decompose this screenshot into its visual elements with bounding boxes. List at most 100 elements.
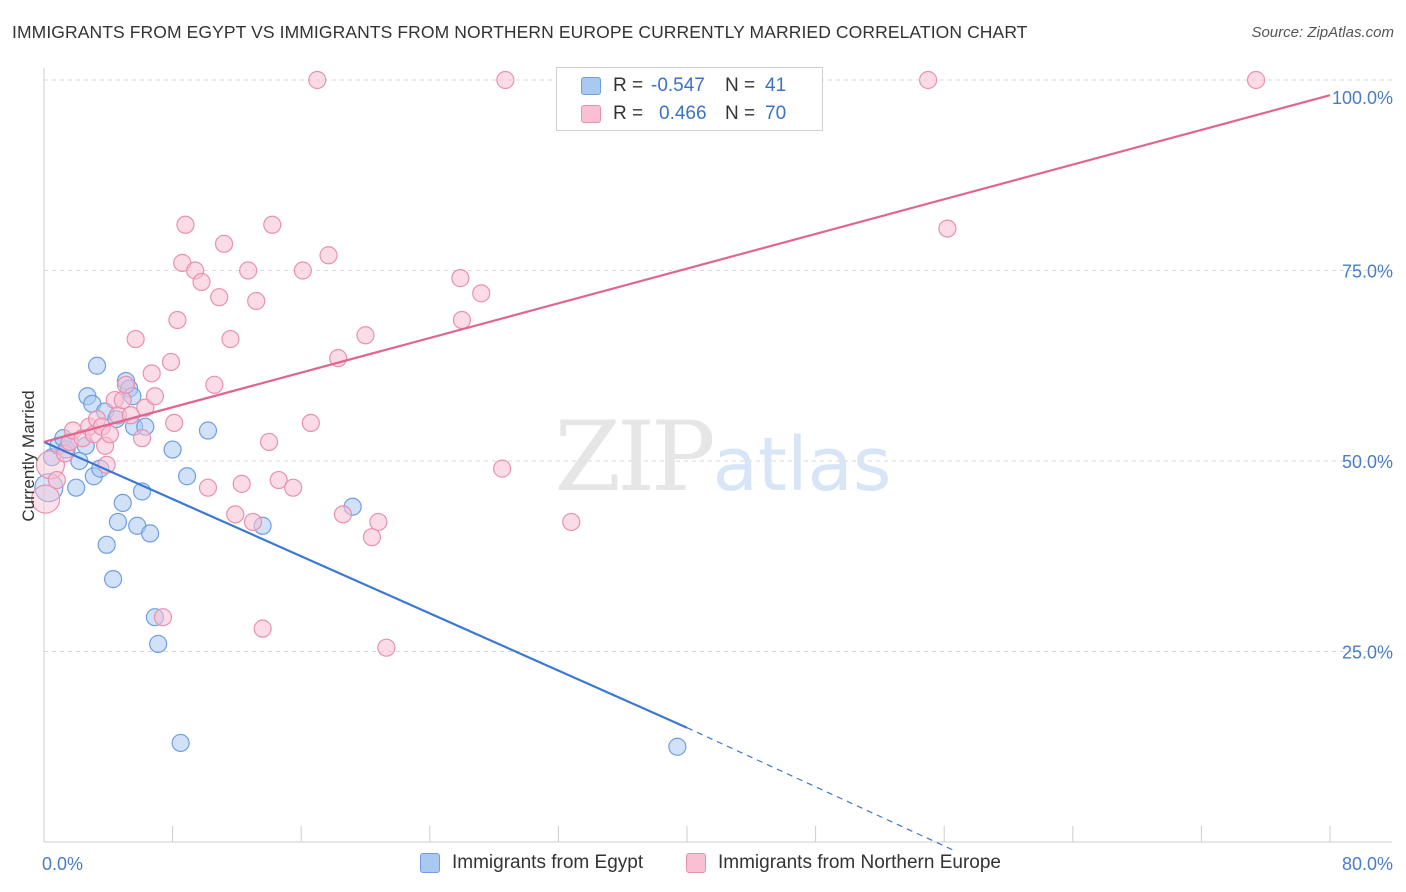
data-point	[97, 535, 116, 554]
data-point	[100, 425, 120, 444]
data-point	[259, 432, 279, 452]
data-point	[362, 528, 382, 547]
data-point	[108, 512, 128, 532]
data-point	[113, 390, 132, 410]
data-point	[452, 310, 472, 330]
data-point	[113, 493, 132, 513]
data-point	[145, 387, 165, 406]
data-point	[132, 429, 152, 448]
data-point	[153, 608, 173, 627]
y-tick-label: 75.0%	[1342, 262, 1393, 282]
legend-r-value: -0.547	[651, 75, 705, 96]
data-point	[668, 737, 687, 756]
data-point	[301, 413, 320, 432]
series-label-northern-europe: Immigrants from Northern Europe	[718, 852, 1001, 873]
data-point	[269, 470, 288, 490]
data-point	[369, 512, 388, 532]
legend-swatch-northern-europe	[581, 105, 601, 123]
data-point	[919, 70, 938, 90]
legend-n-value: 70	[765, 103, 787, 124]
trend-line-extension	[686, 727, 953, 851]
x-tick-label: 80.0%	[1342, 854, 1393, 874]
trend-lines	[43, 94, 1331, 851]
legend-n-value: 41	[765, 75, 787, 96]
data-point	[333, 505, 353, 524]
legend-n-label: N =	[725, 103, 756, 124]
y-tick-label: 100.0%	[1332, 88, 1393, 108]
watermark-atlas: atlas	[713, 422, 892, 508]
series-legend: Immigrants from Egypt Immigrants from No…	[0, 850, 1406, 880]
data-point	[451, 269, 470, 288]
data-point	[165, 413, 184, 432]
data-point	[472, 284, 491, 303]
data-point	[938, 219, 957, 238]
data-point	[1246, 70, 1266, 90]
watermark-zip: ZIP	[554, 401, 713, 513]
data-point	[247, 291, 266, 311]
data-point	[243, 512, 263, 532]
legend-row-northern-europe: R = 0.466 N = 70	[581, 101, 786, 127]
data-point	[214, 234, 234, 253]
data-point	[377, 638, 396, 657]
data-point	[263, 215, 282, 234]
data-point	[319, 246, 338, 265]
trend-line	[43, 94, 1331, 444]
y-tick-label: 50.0%	[1342, 452, 1393, 472]
legend-r-label: R =	[613, 103, 644, 124]
data-point	[116, 375, 136, 394]
data-points	[31, 70, 1266, 756]
series-swatch-northern-europe	[686, 853, 706, 873]
data-point	[226, 505, 245, 524]
series-swatch-egypt	[420, 853, 440, 873]
data-point	[253, 619, 272, 638]
legend-n-label: N =	[725, 75, 756, 96]
data-point	[308, 70, 327, 90]
data-point	[47, 470, 66, 490]
data-point	[562, 512, 581, 532]
grid-lines	[44, 79, 1392, 652]
y-axis-label: Currently Married	[19, 390, 38, 521]
data-point	[87, 356, 107, 375]
data-point	[239, 261, 258, 280]
y-tick-label: 25.0%	[1342, 643, 1393, 663]
data-point	[171, 733, 190, 753]
legend-r-value: 0.466	[659, 103, 707, 124]
data-point	[142, 364, 161, 383]
data-point	[67, 478, 86, 497]
data-point	[104, 570, 123, 589]
series-label-egypt: Immigrants from Egypt	[452, 852, 644, 873]
data-point	[31, 484, 61, 514]
data-point	[126, 329, 145, 349]
data-point	[168, 310, 187, 330]
data-point	[496, 70, 515, 90]
chart-title: IMMIGRANTS FROM EGYPT VS IMMIGRANTS FROM…	[12, 22, 1028, 42]
source-credit: Source: ZipAtlas.com	[1251, 24, 1394, 41]
correlation-legend: R = -0.547 N = 41 R = 0.466 N = 70	[556, 67, 823, 131]
data-point	[198, 478, 218, 497]
data-point	[163, 440, 182, 459]
series-legend-northern-europe[interactable]: Immigrants from Northern Europe	[686, 852, 1001, 874]
data-point	[284, 478, 303, 497]
data-point	[161, 352, 181, 372]
data-point	[177, 467, 197, 486]
x-tick-label: 0.0%	[42, 854, 83, 874]
legend-row-egypt: R = -0.547 N = 41	[581, 73, 786, 99]
data-point	[356, 326, 375, 345]
legend-swatch-egypt	[581, 77, 601, 95]
series-legend-egypt[interactable]: Immigrants from Egypt	[420, 852, 643, 874]
data-point	[192, 272, 211, 292]
watermark: ZIP atlas	[554, 401, 891, 513]
data-point	[176, 215, 195, 234]
data-point	[232, 474, 251, 493]
data-point	[221, 329, 240, 349]
data-point	[293, 261, 312, 280]
data-point	[198, 421, 218, 440]
legend-r-label: R =	[613, 75, 644, 96]
data-point	[205, 375, 224, 394]
data-point	[140, 524, 160, 543]
data-point	[210, 288, 229, 307]
data-point	[149, 634, 168, 653]
tick-labels: 100.0% 75.0% 50.0% 25.0% 0.0% 80.0%	[42, 88, 1393, 874]
data-point	[493, 459, 512, 478]
